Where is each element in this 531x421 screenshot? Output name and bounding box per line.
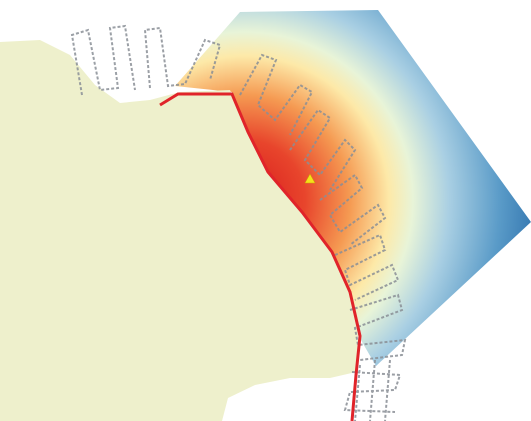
marker	[304, 173, 316, 184]
coastline-track	[159, 92, 362, 421]
heat-surface	[175, 10, 531, 366]
land	[0, 40, 358, 421]
